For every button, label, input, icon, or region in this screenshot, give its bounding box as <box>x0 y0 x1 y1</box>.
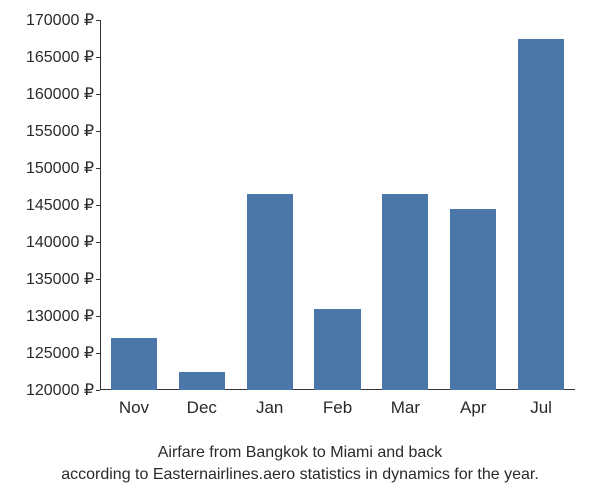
y-tick-label: 130000 ₽ <box>26 306 100 326</box>
bar <box>382 194 428 390</box>
bar <box>247 194 293 390</box>
x-tick-label: Jan <box>236 390 304 418</box>
bar-slot: Mar <box>371 20 439 390</box>
bar-slot: Jul <box>507 20 575 390</box>
bars-container: NovDecJanFebMarAprJul <box>100 20 575 390</box>
y-tick-label: 135000 ₽ <box>26 269 100 289</box>
y-tick-label: 155000 ₽ <box>26 121 100 141</box>
plot-area: 120000 ₽125000 ₽130000 ₽135000 ₽140000 ₽… <box>100 20 575 390</box>
x-tick-label: Apr <box>439 390 507 418</box>
bar <box>518 39 564 391</box>
bar <box>314 309 360 390</box>
x-tick-label: Nov <box>100 390 168 418</box>
bar-slot: Nov <box>100 20 168 390</box>
bar-slot: Apr <box>439 20 507 390</box>
bar <box>179 372 225 391</box>
y-tick-label: 160000 ₽ <box>26 84 100 104</box>
bar-slot: Feb <box>304 20 372 390</box>
x-tick-label: Feb <box>304 390 372 418</box>
x-tick-label: Jul <box>507 390 575 418</box>
bar <box>450 209 496 390</box>
x-tick-label: Dec <box>168 390 236 418</box>
bar <box>111 338 157 390</box>
airfare-bar-chart: 120000 ₽ 125000 ₽ 130000 ₽ 135000 ₽ 140000 ₽… <box>0 0 600 500</box>
y-tick-label: 170000 ₽ <box>26 10 100 30</box>
y-tick-label: 145000 ₽ <box>26 195 100 215</box>
x-tick-label: Mar <box>371 390 439 418</box>
y-tick-label: 140000 ₽ <box>26 232 100 252</box>
y-tick-label: 150000 ₽ <box>26 158 100 178</box>
chart-caption: Airfare from Bangkok to Miami and back a… <box>0 442 600 485</box>
bar-slot: Dec <box>168 20 236 390</box>
y-tick-label: 120000 ₽ <box>26 380 100 400</box>
bar-slot: Jan <box>236 20 304 390</box>
y-tick-label: 125000 ₽ <box>26 343 100 363</box>
caption-line-2: according to Easternairlines.aero statis… <box>0 464 600 486</box>
y-tick-label: 165000 ₽ <box>26 47 100 67</box>
caption-line-1: Airfare from Bangkok to Miami and back <box>0 442 600 464</box>
